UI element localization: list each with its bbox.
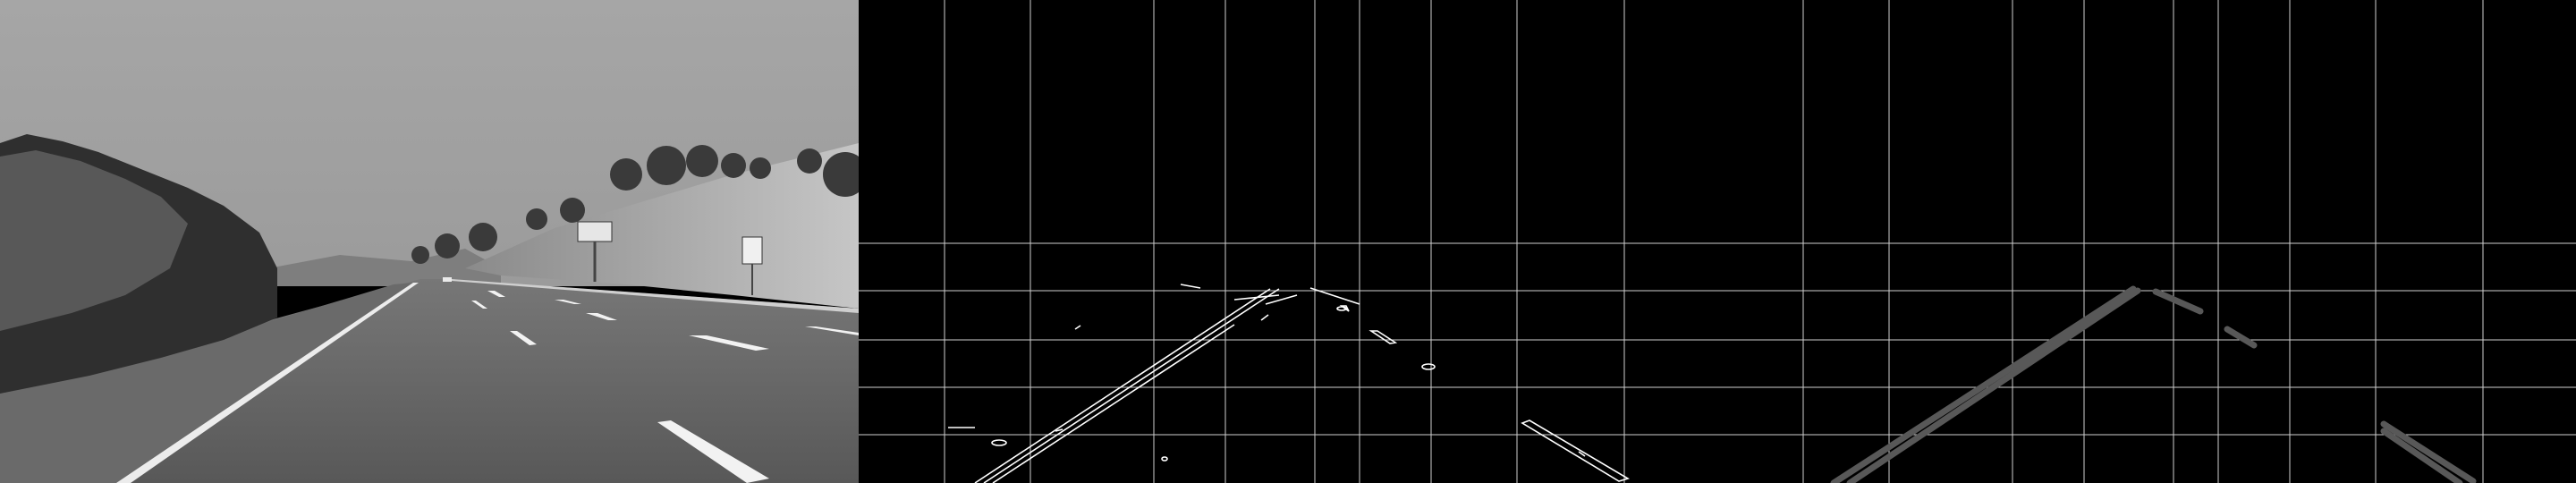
hill-trees [411,145,859,264]
distant-hills [268,249,501,286]
left-lane-line [116,283,419,483]
road-surface [0,279,859,483]
highway-sign [577,221,613,282]
grid-lines [1717,0,2576,483]
grayscale-road-panel [0,0,859,483]
hough-lines-panel [1717,0,2576,483]
road-photo [0,0,859,483]
canny-edges-panel [859,0,1717,483]
hough-segments [1830,285,2477,483]
edge-map [859,0,1717,483]
right-shoulder-line [452,279,859,313]
distant-car [443,277,452,282]
speed-limit-sign [741,236,763,295]
left-trees-highlight [0,150,188,331]
dashed-lane-markings [471,291,859,483]
hough-map [1717,0,2576,483]
left-shoulder [0,283,413,483]
grid-lines [859,0,1717,483]
hillside [465,143,859,309]
edge-contours [948,284,1630,483]
